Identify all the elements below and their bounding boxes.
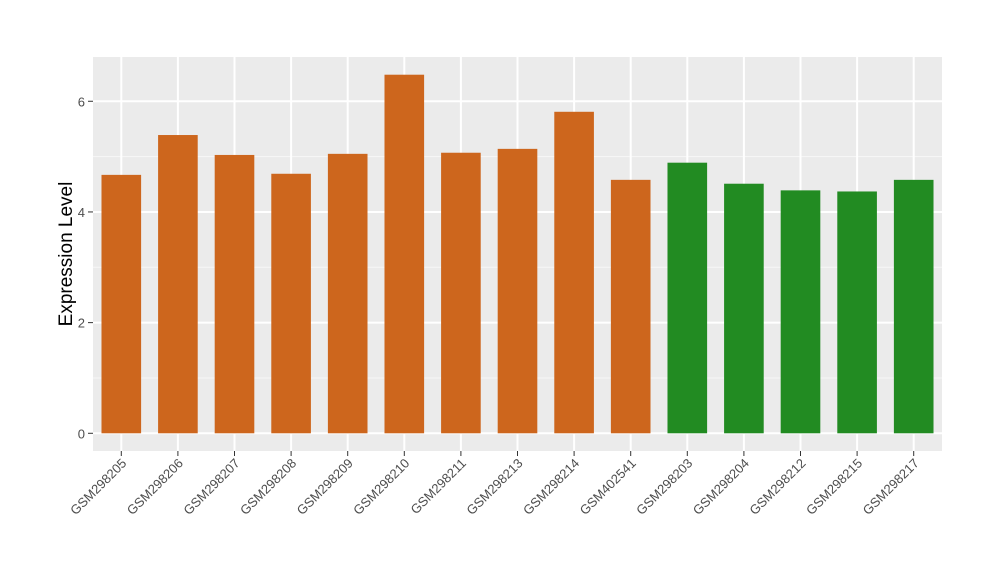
- x-tick-label: GSM298204: [690, 456, 752, 518]
- bar: [384, 74, 425, 434]
- x-tick-label: GSM298212: [746, 456, 808, 518]
- bar: [893, 179, 934, 434]
- y-axis: 0 2 4 6: [78, 94, 93, 441]
- bar: [610, 179, 651, 434]
- bar: [158, 135, 198, 434]
- x-axis: GSM298205GSM298206GSM298207GSM298208GSM2…: [67, 451, 922, 518]
- x-tick-label: GSM298214: [520, 456, 582, 518]
- bar: [271, 173, 311, 434]
- x-tick-label: GSM402541: [577, 456, 639, 518]
- bar: [214, 154, 255, 434]
- y-tick-label: 6: [78, 94, 85, 109]
- x-tick-label: GSM298210: [350, 456, 412, 518]
- x-tick-label: GSM298208: [237, 456, 299, 518]
- bar: [497, 148, 538, 434]
- x-tick-label: GSM298207: [180, 456, 242, 518]
- y-tick-label: 2: [78, 316, 85, 331]
- bars: [101, 74, 934, 434]
- bar: [554, 111, 594, 434]
- x-tick-label: GSM298203: [633, 456, 695, 518]
- x-tick-label: GSM298211: [407, 456, 469, 518]
- bar: [780, 190, 821, 434]
- x-tick-label: GSM298205: [67, 456, 129, 518]
- x-tick-label: GSM298215: [803, 456, 865, 518]
- bar: [101, 174, 142, 434]
- y-axis-label: Expression Level: [56, 182, 77, 327]
- bar: [724, 183, 764, 434]
- bar: [441, 152, 481, 434]
- x-tick-label: GSM298213: [463, 456, 525, 518]
- y-tick-label: 0: [78, 426, 85, 441]
- x-tick-label: GSM298209: [294, 456, 356, 518]
- bar: [327, 153, 368, 434]
- y-tick-label: 4: [78, 205, 85, 220]
- bar: [837, 191, 877, 434]
- x-tick-label: GSM298217: [860, 456, 922, 518]
- bar: [667, 162, 708, 434]
- x-tick-label: GSM298206: [124, 456, 186, 518]
